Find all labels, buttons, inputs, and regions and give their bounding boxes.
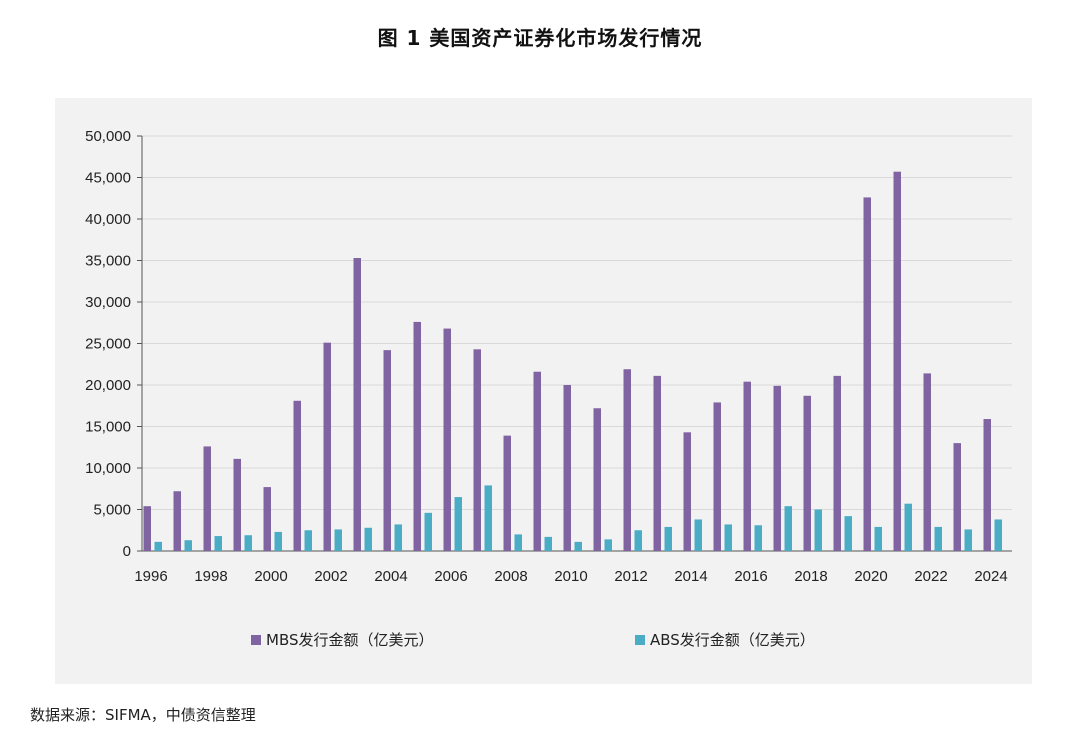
bar-abs: [784, 506, 792, 551]
bar-abs: [454, 497, 462, 551]
bar-mbs: [833, 375, 841, 551]
bar-mbs: [203, 446, 211, 551]
bar-mbs: [233, 458, 241, 551]
bar-mbs: [473, 349, 481, 551]
bar-abs: [814, 509, 822, 551]
bar-mbs: [923, 373, 931, 551]
bar-mbs: [623, 369, 631, 551]
y-tick-label: 10,000: [85, 460, 131, 477]
bar-abs: [874, 526, 882, 551]
bar-abs: [484, 485, 492, 551]
y-tick-label: 45,000: [85, 170, 131, 187]
bar-mbs: [383, 350, 391, 551]
bar-mbs: [653, 375, 661, 551]
bar-mbs: [683, 432, 691, 551]
bar-mbs: [953, 443, 961, 551]
y-tick-label: 5,000: [93, 502, 131, 519]
bar-mbs: [353, 258, 361, 551]
bar-abs: [634, 530, 642, 551]
bar-abs: [994, 519, 1002, 551]
bar-abs: [184, 540, 192, 551]
legend-swatch-mbs: [251, 635, 261, 645]
bar-abs: [574, 541, 582, 551]
bar-mbs: [803, 395, 811, 551]
bar-mbs: [773, 385, 781, 551]
x-tick-label: 2000: [254, 568, 287, 585]
legend-label-abs: ABS发行金额（亿美元）: [650, 631, 815, 649]
x-tick-label: 2004: [374, 568, 407, 585]
bar-abs: [364, 527, 372, 551]
bar-abs: [604, 539, 612, 551]
bar-abs: [154, 541, 162, 551]
bar-abs: [394, 524, 402, 551]
bar-abs: [844, 516, 852, 551]
bar-mbs: [893, 171, 901, 551]
bar-abs: [694, 519, 702, 551]
bar-mbs: [743, 381, 751, 551]
bar-abs: [934, 526, 942, 551]
bar-abs: [904, 503, 912, 551]
y-tick-label: 50,000: [85, 128, 131, 145]
bar-abs: [304, 530, 312, 551]
x-tick-label: 2008: [494, 568, 527, 585]
bar-mbs: [983, 419, 991, 551]
bar-mbs: [263, 487, 271, 551]
x-tick-label: 2012: [614, 568, 647, 585]
bar-abs: [274, 531, 282, 551]
y-tick-label: 30,000: [85, 294, 131, 311]
x-tick-label: 2018: [794, 568, 827, 585]
y-tick-label: 25,000: [85, 336, 131, 353]
y-tick-label: 40,000: [85, 211, 131, 228]
bar-chart: 0 5,000 10,000 15,000 20,000 25,000 30,000 35,0…: [85, 128, 1012, 649]
x-tick-label: 2002: [314, 568, 347, 585]
bar-mbs: [173, 491, 181, 551]
bar-mbs: [293, 400, 301, 551]
figure-title: 图 1 美国资产证券化市场发行情况: [377, 26, 703, 50]
bar-abs: [964, 529, 972, 551]
x-tick-label: 2020: [854, 568, 887, 585]
bar-mbs: [443, 328, 451, 551]
bar-abs: [724, 524, 732, 551]
y-tick-label: 0: [123, 543, 131, 560]
bar-mbs: [593, 408, 601, 551]
bar-abs: [544, 536, 552, 551]
bar-abs: [664, 526, 672, 551]
x-tick-label: 2024: [974, 568, 1007, 585]
bar-abs: [754, 525, 762, 551]
bar-abs: [514, 534, 522, 551]
y-tick-label: 35,000: [85, 253, 131, 270]
y-tick-label: 20,000: [85, 377, 131, 394]
x-tick-label: 2014: [674, 568, 707, 585]
x-tick-label: 2010: [554, 568, 587, 585]
x-tick-label: 2016: [734, 568, 767, 585]
source-note: 数据来源：SIFMA，中债资信整理: [30, 706, 256, 724]
bar-mbs: [713, 402, 721, 551]
bar-mbs: [323, 342, 331, 551]
chart-panel: 0 5,000 10,000 15,000 20,000 25,000 30,000 35,0…: [55, 98, 1032, 684]
x-tick-label: 2022: [914, 568, 947, 585]
bar-abs: [334, 529, 342, 551]
x-tick-label: 1996: [134, 568, 167, 585]
legend-swatch-abs: [635, 635, 645, 645]
bar-mbs: [563, 385, 571, 551]
bar-mbs: [863, 197, 871, 552]
legend-label-mbs: MBS发行金额（亿美元）: [266, 631, 434, 649]
bar-mbs: [503, 435, 511, 551]
bar-abs: [244, 535, 252, 551]
y-tick-label: 15,000: [85, 419, 131, 436]
x-tick-label: 2006: [434, 568, 467, 585]
bar-abs: [214, 536, 222, 551]
bar-mbs: [533, 371, 541, 551]
x-tick-label: 1998: [194, 568, 227, 585]
bar-mbs: [143, 506, 151, 551]
bar-mbs: [413, 321, 421, 551]
bar-abs: [424, 512, 432, 551]
